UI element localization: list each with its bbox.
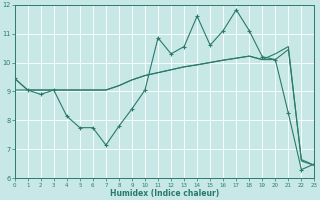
X-axis label: Humidex (Indice chaleur): Humidex (Indice chaleur) (110, 189, 219, 198)
